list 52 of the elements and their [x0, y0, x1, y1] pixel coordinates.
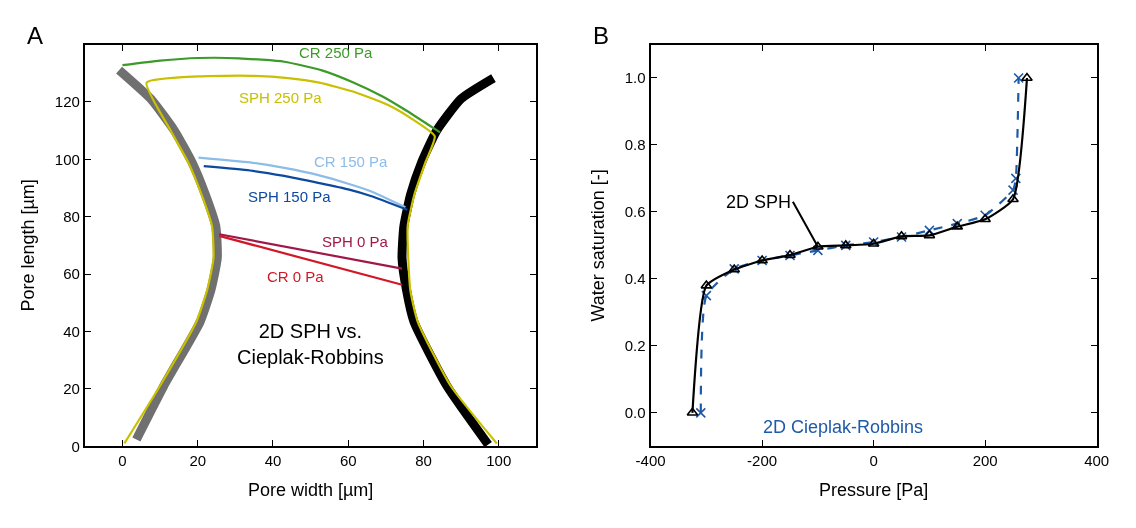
x-tick-label: 0	[869, 452, 878, 470]
series-label: CR 150 Pa	[314, 153, 389, 170]
y-tick-label: 0.8	[624, 136, 646, 154]
x-axis-title: Pressure [Pa]	[819, 479, 929, 500]
y-tick-label: 40	[63, 322, 80, 340]
y-tick-label: 100	[54, 150, 80, 168]
series-label: SPH 150 Pa	[248, 188, 332, 205]
x-tick-label: -400	[635, 452, 666, 470]
x-tick-label: 60	[339, 452, 357, 470]
y-tick-label: 0.2	[624, 337, 646, 355]
x-axis-title: Pore width [µm]	[247, 479, 374, 500]
x-tick-label: -200	[747, 452, 778, 470]
point	[924, 225, 935, 236]
x-tick-label: 200	[972, 452, 998, 470]
line-series	[202, 165, 409, 211]
point	[1020, 72, 1033, 82]
series-label: SPH 250 Pa	[239, 89, 323, 106]
x-tick-label: 0	[118, 452, 127, 470]
text: 2D SPH	[726, 192, 792, 212]
point	[1010, 173, 1022, 184]
point	[1013, 72, 1024, 84]
line-series	[123, 74, 498, 445]
y-tick-label: 20	[63, 380, 80, 398]
point	[979, 213, 992, 223]
x-tick-label: 100	[486, 452, 512, 470]
point	[695, 407, 707, 419]
series-label: CR 250 Pa	[299, 44, 374, 61]
series-label: CR 0 Pa	[267, 268, 325, 285]
y-tick-label: 0.6	[624, 203, 646, 221]
y-tick-label: 120	[54, 93, 80, 111]
chart-title: B	[593, 22, 610, 49]
point	[1007, 193, 1020, 203]
y-tick-label: 0	[71, 437, 80, 455]
y-tick-label: 60	[63, 265, 80, 283]
text: 2D Cieplak-Robbins	[763, 417, 924, 437]
line-series	[197, 156, 407, 209]
annotation: 2D SPH vs. Cieplak-Robbins	[237, 320, 384, 368]
x-tick-label: 80	[415, 452, 432, 470]
point	[701, 290, 712, 301]
line-series	[121, 56, 442, 134]
y-axis-title: Water saturation [-]	[588, 169, 609, 322]
x-tick-label: 400	[1084, 452, 1110, 470]
y-tick-label: 80	[63, 207, 80, 225]
x-tick-label: 40	[264, 452, 282, 470]
y-tick-label: 0.4	[624, 270, 646, 288]
y-axis-title: Pore length [µm]	[18, 179, 39, 312]
chart-title: A	[27, 22, 44, 49]
point	[1007, 184, 1019, 196]
y-tick-label: 0.0	[624, 404, 646, 422]
y-tick-label: 1.0	[624, 69, 646, 87]
x-tick-label: 20	[189, 452, 207, 470]
series-label: SPH 0 Pa	[322, 233, 389, 250]
